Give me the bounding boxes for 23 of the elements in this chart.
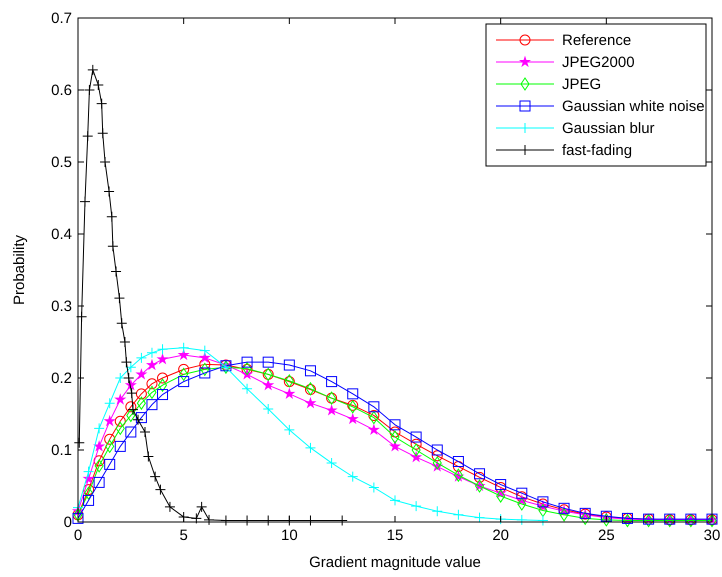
y-axis-title: Probability — [11, 234, 28, 306]
x-tick-label: 0 — [74, 527, 82, 544]
legend-label: Gaussian blur — [562, 120, 655, 137]
y-tick-label: 0.1 — [51, 442, 72, 459]
x-tick-label: 20 — [492, 527, 510, 544]
y-tick-label: 0.7 — [51, 10, 72, 27]
y-tick-label: 0.6 — [51, 82, 72, 99]
legend-label: fast-fading — [562, 142, 632, 159]
legend-label: Gaussian white noise — [562, 98, 705, 115]
legend-label: Reference — [562, 32, 632, 49]
x-tick-label: 15 — [386, 527, 404, 544]
y-tick-label: 0.2 — [51, 370, 72, 387]
x-tick-label: 25 — [598, 527, 615, 544]
y-tick-label: 0 — [64, 514, 72, 531]
y-tick-label: 0.3 — [51, 298, 72, 315]
x-axis-title: Gradient magnitude value — [309, 554, 481, 571]
y-tick-label: 0.5 — [51, 154, 72, 171]
y-tick-label: 0.4 — [51, 226, 72, 243]
x-tick-label: 30 — [704, 527, 720, 544]
x-tick-label: 5 — [179, 527, 188, 544]
legend-label: JPEG2000 — [562, 54, 635, 71]
legend-label: JPEG — [562, 76, 602, 93]
x-tick-label: 10 — [280, 527, 298, 544]
